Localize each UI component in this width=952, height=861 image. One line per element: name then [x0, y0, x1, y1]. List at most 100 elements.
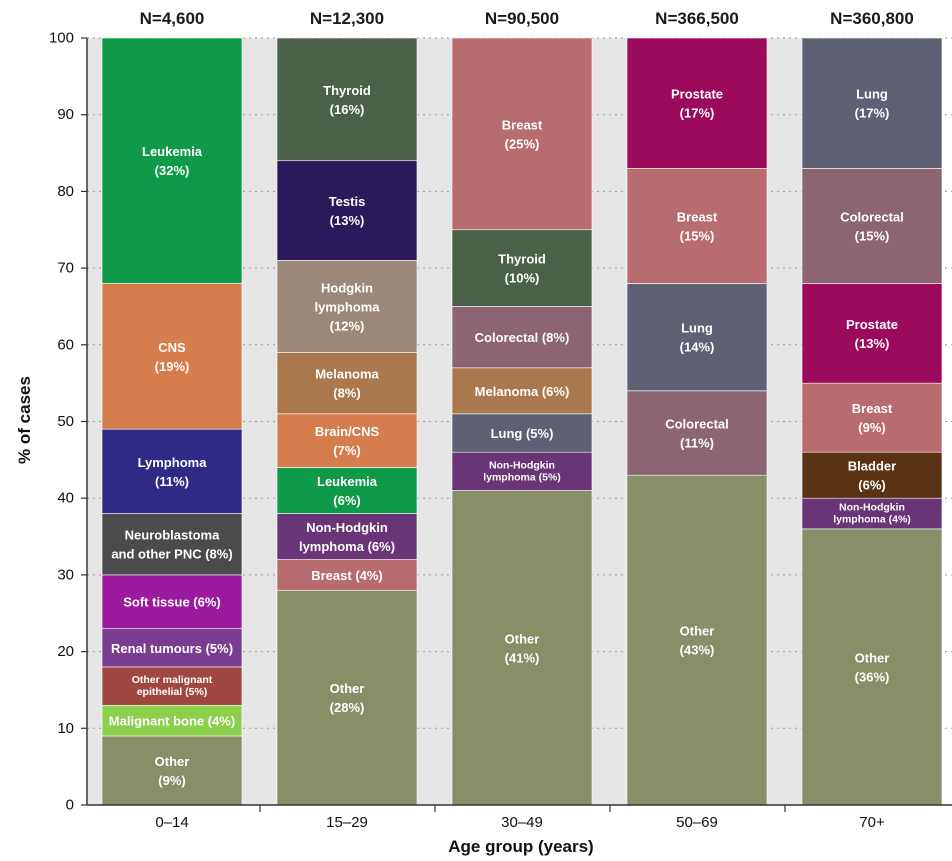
segment-label-line: Non-Hodgkin [306, 520, 388, 535]
y-tick-label: 10 [57, 720, 74, 737]
segment-label-line: lymphoma (4%) [833, 514, 911, 526]
segment-label-line: (9%) [158, 772, 185, 787]
segment-label-line: Breast (4%) [311, 567, 383, 582]
segment-label-line: lymphoma (6%) [299, 539, 395, 554]
segment-renal-tumours-5 [101, 628, 243, 668]
segment-label-prostate-13: Prostate (13%) [846, 316, 898, 350]
bar-stack-1: Other (9%) Malignant bone (4%) Other malign… [101, 37, 243, 806]
total-label: N=4,600 [140, 9, 205, 28]
segment-label-line: (8%) [333, 385, 360, 400]
segment-label-line: Lymphoma [138, 454, 208, 469]
x-tick-label: 70+ [859, 814, 885, 831]
segment-label-line: Melanoma (6%) [475, 383, 570, 398]
segment-label-line: (14%) [680, 339, 715, 354]
segment-label-non-hodgkin-lymphoma-4: Non-Hodgkin lymphoma (4%) [833, 502, 911, 526]
segment-label-soft-tissue-6: Soft tissue (6%) [123, 594, 221, 609]
segment-label-line: Lung [681, 320, 713, 335]
segment-label-line: Other [155, 753, 190, 768]
segment-label-line: Breast [677, 209, 718, 224]
segment-label-other-43: Other (43%) [680, 623, 715, 657]
segment-label-testis-13: Testis (13%) [329, 194, 366, 228]
segment-label-line: Colorectal [665, 416, 729, 431]
segment-lung-17 [801, 37, 943, 169]
x-tick-label: 50–69 [676, 814, 718, 831]
segment-label-line: Soft tissue (6%) [123, 594, 221, 609]
x-axis-title: Age group (years) [448, 837, 593, 856]
segment-label-lung-5: Lung (5%) [491, 426, 554, 441]
segment-label-line: (15%) [855, 228, 890, 243]
segment-label-melanoma-6: Melanoma (6%) [475, 383, 570, 398]
segment-cns-19 [101, 283, 243, 430]
segment-label-line: (32%) [155, 163, 190, 178]
segment-label-line: Other [680, 623, 715, 638]
total-label: N=360,800 [830, 9, 914, 28]
total-label: N=12,300 [310, 9, 384, 28]
total-label: N=90,500 [485, 9, 559, 28]
segment-label-renal-tumours-5: Renal tumours (5%) [111, 640, 233, 655]
segment-label-breast-15: Breast (15%) [677, 209, 718, 243]
segment-label-colorectal-8: Colorectal (8%) [475, 330, 570, 345]
segment-bladder-6 [801, 451, 943, 499]
segment-label-line: (6%) [333, 493, 360, 508]
x-ticks: 0–14 15–29 30–49 50–69 70+ [155, 805, 885, 831]
segment-prostate-17 [626, 37, 768, 169]
total-label: N=366,500 [655, 9, 739, 28]
segment-malignant-bone-4 [101, 704, 243, 737]
segment-breast-4 [276, 559, 418, 591]
segment-label-line: Malignant bone (4%) [109, 713, 235, 728]
segment-label-line: (10%) [505, 270, 540, 285]
segment-label-line: (7%) [333, 443, 360, 458]
segment-label-line: (11%) [680, 435, 714, 450]
segment-colorectal-15 [801, 168, 943, 284]
segment-label-line: (19%) [155, 358, 190, 373]
bars: Other (9%) Malignant bone (4%) Other malign… [101, 37, 943, 806]
segment-hodgkin-lymphoma-12 [276, 260, 418, 353]
segment-label-line: (9%) [858, 420, 885, 435]
y-tick-label: 80 [57, 183, 74, 200]
segment-label-line: Renal tumours (5%) [111, 640, 233, 655]
segment-label-thyroid-10: Thyroid (10%) [498, 251, 546, 285]
segment-label-line: Prostate [846, 316, 898, 331]
segment-label-line: and other PNC (8%) [111, 546, 232, 561]
segment-label-line: Other [330, 681, 365, 696]
segment-label-line: Breast [852, 401, 893, 416]
gap-band [242, 38, 277, 805]
y-tick-label: 70 [57, 260, 74, 277]
segment-label-line: Lung (5%) [491, 426, 554, 441]
segment-label-breast-9: Breast (9%) [852, 401, 893, 435]
segment-label-breast-4: Breast (4%) [311, 567, 383, 582]
y-tick-label: 60 [57, 336, 74, 353]
y-tick-label: 50 [57, 413, 74, 430]
y-tick-label: 40 [57, 490, 74, 507]
segment-label-melanoma-8: Melanoma (8%) [315, 366, 379, 400]
segment-label-breast-25: Breast (25%) [502, 117, 543, 151]
segment-label-hodgkin-lymphoma-12: Hodgkin lymphoma (12%) [314, 280, 380, 333]
segment-label-thyroid-16: Thyroid (16%) [323, 82, 371, 116]
bar-stack-2: Other (28%) Breast (4%) Non-Hodgkin lymphoma… [276, 37, 418, 806]
segment-label-line: CNS [158, 339, 186, 354]
segment-label-line: (12%) [330, 318, 365, 333]
segment-label-line: Lung [856, 86, 888, 101]
segment-label-line: (17%) [680, 105, 715, 120]
segment-label-line: Leukemia [317, 474, 378, 489]
totals: N=4,600 N=12,300 N=90,500 N=366,500 N=360,80… [140, 9, 914, 28]
segment-label-cns-19: CNS (19%) [155, 339, 190, 373]
segment-other-28 [276, 589, 418, 806]
segment-label-line: Colorectal (8%) [475, 330, 570, 345]
segment-label-line: Leukemia [142, 144, 203, 159]
segment-label-line: (13%) [855, 335, 890, 350]
segment-label-bladder-6: Bladder (6%) [848, 458, 896, 492]
segment-label-line: Colorectal [840, 209, 904, 224]
segment-label-line: Thyroid [498, 251, 546, 266]
y-tick-label: 20 [57, 643, 74, 660]
segment-label-line: (17%) [855, 105, 890, 120]
segment-label-line: Other malignant [132, 674, 213, 686]
segment-label-leukemia-32: Leukemia (32%) [142, 144, 203, 178]
segment-label-line: lymphoma [314, 299, 380, 314]
segment-label-line: (16%) [330, 101, 365, 116]
segment-label-line: Other [505, 631, 540, 646]
segment-label-line: Breast [502, 117, 543, 132]
segment-label-lung-17: Lung (17%) [855, 86, 890, 120]
segment-breast-15 [626, 168, 768, 284]
y-tick-label: 90 [57, 106, 74, 123]
